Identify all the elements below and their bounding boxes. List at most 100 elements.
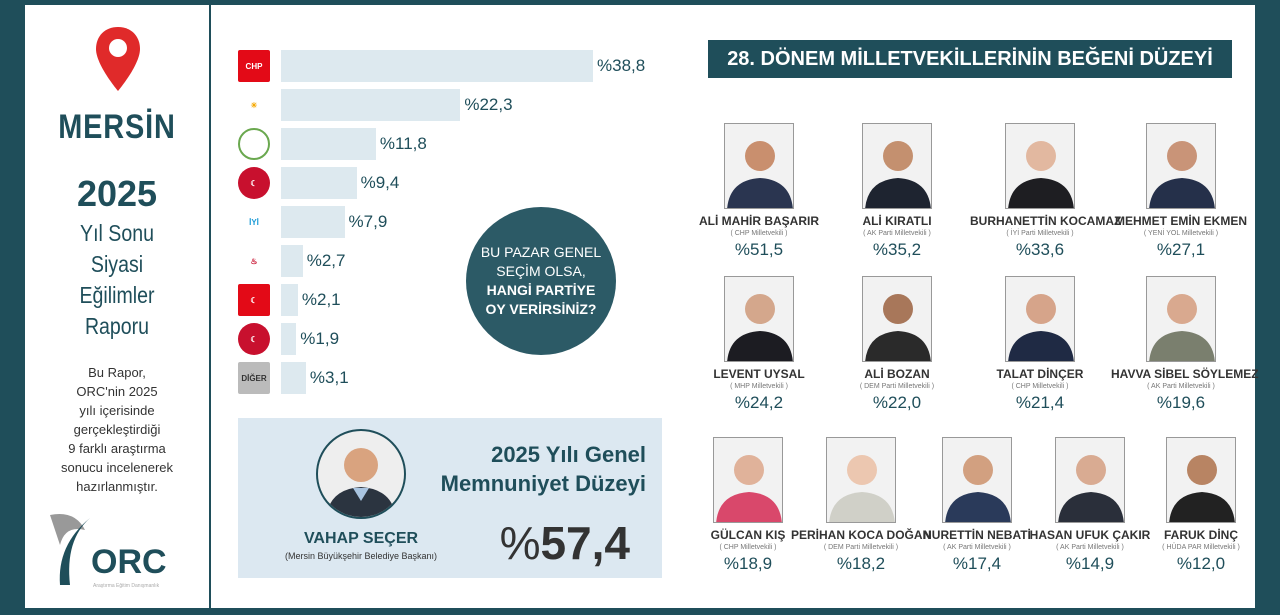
mp-party: ( CHP Milletvekili ) <box>730 230 788 237</box>
satisfaction-title-line: Memnuniyet Düzeyi <box>440 471 646 496</box>
mp-approval-value: 14,9 <box>1081 554 1115 573</box>
bar-value-label: %2,7 <box>307 245 346 277</box>
bar <box>281 206 345 238</box>
mp-party: ( AK Parti Milletvekili ) <box>863 230 931 237</box>
mp-card: HASAN UFUK ÇAKIR ( AK Parti Milletvekili … <box>1020 437 1160 574</box>
mp-approval: %18,2 <box>791 554 931 574</box>
party-logo-icon: ☀ <box>238 89 270 121</box>
mp-approval-value: 18,2 <box>852 554 886 573</box>
desc-line: 9 farklı araştırma <box>68 441 166 456</box>
bar-value-label: %2,1 <box>302 284 341 316</box>
bar-value-label: %9,4 <box>361 167 400 199</box>
value-text: 38,8 <box>612 56 646 75</box>
party-logo-icon: DİĞER <box>238 362 270 394</box>
desc-line: sonucu incelenerek <box>60 460 174 475</box>
mp-name: PERİHAN KOCA DOĞAN <box>791 528 932 542</box>
bar <box>281 362 306 394</box>
mp-party: ( HÜDA PAR Milletvekili ) <box>1162 544 1240 551</box>
title-line: Siyasi <box>90 251 144 277</box>
mp-card: PERİHAN KOCA DOĞAN ( DEM Parti Milletveki… <box>791 437 931 574</box>
bar <box>281 89 461 121</box>
mp-card: FARUK DİNÇ( HÜDA PAR Milletvekili ) %12,0 <box>1131 437 1271 574</box>
mp-approval: %22,0 <box>827 393 967 413</box>
mp-photo <box>1005 276 1075 362</box>
mp-name: ALİ MAHİR BAŞARIR <box>699 214 819 228</box>
bar <box>281 323 297 355</box>
percent-sign: % <box>1156 240 1173 259</box>
percent-sign: % <box>952 554 969 573</box>
percent-sign: % <box>300 329 316 348</box>
question-line: OY VERİRSİNİZ? <box>485 301 597 317</box>
mp-approval: %27,1 <box>1111 240 1251 260</box>
mp-name: LEVENT UYSAL <box>713 367 805 381</box>
mp-photo <box>1166 437 1236 523</box>
bar-value-label: %11,8 <box>380 128 427 160</box>
mp-approval: %21,4 <box>970 393 1110 413</box>
mp-card: NURETTİN NEBATİ ( AK Parti Milletvekili )… <box>907 437 1047 574</box>
percent-sign: % <box>723 554 740 573</box>
party-logo-icon: Y <box>238 128 270 160</box>
mp-approval: %33,6 <box>970 240 1110 260</box>
desc-line: ORC'nin 2025 <box>76 384 158 399</box>
mp-approval-value: 27,1 <box>1172 240 1206 259</box>
mp-photo <box>1005 123 1075 209</box>
mp-approval-value: 18,9 <box>739 554 773 573</box>
mp-approval-value: 33,6 <box>1031 240 1065 259</box>
mp-approval: %18,9 <box>678 554 818 574</box>
question-line: HANGİ PARTİYE <box>486 282 596 298</box>
mp-approval: %14,9 <box>1020 554 1160 574</box>
desc-line: yılı içerisinde <box>79 403 155 418</box>
mp-approval-value: 24,2 <box>750 393 784 412</box>
percent-sign: % <box>597 56 613 75</box>
mp-card: ALİ MAHİR BAŞARIR( CHP Milletvekili ) %51… <box>689 123 829 260</box>
bar <box>281 50 593 82</box>
percent-sign: % <box>379 134 395 153</box>
party-logo-icon: ☾ <box>238 323 270 355</box>
percent-sign: % <box>1156 393 1173 412</box>
satisfaction-title: 2025 Yılı Genel Memnuniyet Düzeyi <box>441 440 646 498</box>
question-line: SEÇİM OLSA, <box>496 263 586 279</box>
mp-approval: %19,6 <box>1111 393 1251 413</box>
mp-card: GÜLCAN KIŞ( CHP Milletvekili ) %18,9 <box>678 437 818 574</box>
sidebar: MERSİN 2025 Yıl Sonu Siyasi Eğilimler Ra… <box>25 5 211 608</box>
mp-approval-value: 21,4 <box>1031 393 1065 412</box>
bar-value-label: %7,9 <box>349 206 388 238</box>
report-year: 2025 <box>76 173 158 214</box>
report-description: Bu Rapor, ORC'nin 2025 yılı içerisinde g… <box>25 363 209 496</box>
mayor-satisfaction-box: VAHAP SEÇER (Mersin Büyükşehir Belediye … <box>238 418 662 578</box>
mp-party: ( CHP Milletvekili ) <box>719 544 777 551</box>
mp-card: HAVVA SİBEL SÖYLEMEZ ( AK Parti Milletvek… <box>1111 276 1259 413</box>
mp-name: HAVVA SİBEL SÖYLEMEZ <box>1111 367 1259 381</box>
mayor-role: (Mersin Büyükşehir Belediye Başkanı) <box>284 551 438 561</box>
value-text: 11,8 <box>395 134 427 153</box>
party-logo-icon: ♨ <box>238 245 270 277</box>
mp-photo <box>942 437 1012 523</box>
satisfaction-number: 57,4 <box>540 517 630 569</box>
bar <box>281 245 303 277</box>
percent-sign: % <box>348 212 364 231</box>
mp-card: TALAT DİNÇER( CHP Milletvekili ) %21,4 <box>970 276 1110 413</box>
percent-sign: % <box>360 173 376 192</box>
percent-sign: % <box>734 393 751 412</box>
value-text: 22,3 <box>479 95 513 114</box>
title-line: Eğilimler <box>79 282 155 308</box>
desc-line: Bu Rapor, <box>88 365 146 380</box>
party-logo-icon: ☾ <box>238 167 270 199</box>
orc-logo-text: ORC <box>91 543 167 581</box>
value-text: 2,1 <box>317 290 341 309</box>
percent-sign: % <box>836 554 853 573</box>
percent-sign: % <box>1015 393 1032 412</box>
mp-card: LEVENT UYSAL( MHP Milletvekili ) %24,2 <box>689 276 829 413</box>
mp-card: ALİ KIRATLI( AK Parti Milletvekili ) %35,… <box>827 123 967 260</box>
mp-approval-value: 35,2 <box>888 240 922 259</box>
bar <box>281 167 357 199</box>
bar <box>281 128 376 160</box>
party-logo-icon: ☾ <box>238 284 270 316</box>
mp-name: ALİ BOZAN <box>864 367 930 381</box>
bar-value-label: %22,3 <box>464 89 512 121</box>
value-text: 3,1 <box>325 368 349 387</box>
mp-name: HASAN UFUK ÇAKIR <box>1029 528 1151 542</box>
mp-approval: %17,4 <box>907 554 1047 574</box>
mayor-name: VAHAP SEÇER <box>303 530 419 547</box>
mp-card: MEHMET EMİN EKMEN ( YENİ YOL Milletvekili… <box>1111 123 1251 260</box>
